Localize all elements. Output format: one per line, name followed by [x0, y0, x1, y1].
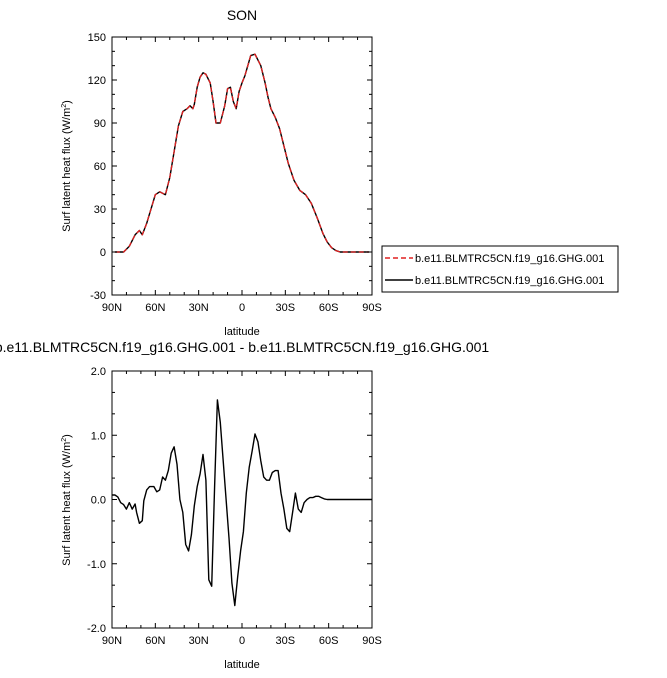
bottom-ytick-label: -1.0	[87, 559, 106, 571]
bottom-ytick-label: 2.0	[91, 366, 106, 378]
bottom-xtick-label: 30S	[276, 635, 296, 647]
legend-label-series-2: b.e11.BLMTRC5CN.f19_g16.GHG.001	[415, 275, 604, 287]
top-xtick-label: 60S	[319, 302, 339, 314]
bottom-xtick-label: 30N	[189, 635, 209, 647]
bottom-xtick-label: 0	[239, 635, 245, 647]
top-xtick-label: 30N	[189, 302, 209, 314]
bottom-ytick-label: 1.0	[91, 430, 106, 442]
top-ytick-label: 150	[88, 32, 106, 44]
top-xtick-label: 30S	[276, 302, 296, 314]
bottom-chart-title: b.e11.BLMTRC5CN.f19_g16.GHG.001 - b.e11.…	[0, 339, 489, 355]
legend-box	[381, 245, 619, 293]
top-chart-title: SON	[227, 7, 257, 23]
top-ytick-label: 0	[100, 247, 106, 259]
top-chart-ylabel: Surf latent heat flux (W/m2)	[61, 100, 73, 232]
legend-label-series-1: b.e11.BLMTRC5CN.f19_g16.GHG.001	[415, 253, 604, 265]
top-ytick-label: 30	[94, 204, 106, 216]
bottom-series-1-line	[112, 399, 372, 607]
bottom-xtick-label: 60N	[145, 635, 165, 647]
bottom-ytick-label: -2.0	[87, 623, 106, 635]
top-ytick-label: -30	[90, 290, 106, 302]
top-series-1-line	[114, 53, 370, 253]
bottom-xtick-label: 90S	[362, 635, 382, 647]
top-ytick-label: 90	[94, 118, 106, 130]
top-ytick-label: 120	[88, 75, 106, 87]
bottom-ytick-label: 0.0	[91, 495, 106, 507]
top-xtick-label: 90S	[362, 302, 382, 314]
top-xtick-label: 90N	[102, 302, 122, 314]
bottom-xtick-label: 90N	[102, 635, 122, 647]
bottom-chart-xlabel: latitude	[224, 659, 259, 671]
top-series-2-line	[114, 53, 370, 253]
top-chart-xlabel: latitude	[224, 326, 259, 338]
legend: b.e11.BLMTRC5CN.f19_g16.GHG.001 b.e11.BL…	[381, 245, 619, 293]
top-chart-frame	[111, 36, 373, 296]
top-xtick-label: 0	[239, 302, 245, 314]
bottom-chart: b.e11.BLMTRC5CN.f19_g16.GHG.001 - b.e11.…	[0, 339, 489, 671]
bottom-chart-ylabel: Surf latent heat flux (W/m2)	[61, 434, 73, 566]
bottom-xtick-label: 60S	[319, 635, 339, 647]
top-ytick-label: 60	[94, 161, 106, 173]
top-xtick-label: 60N	[145, 302, 165, 314]
